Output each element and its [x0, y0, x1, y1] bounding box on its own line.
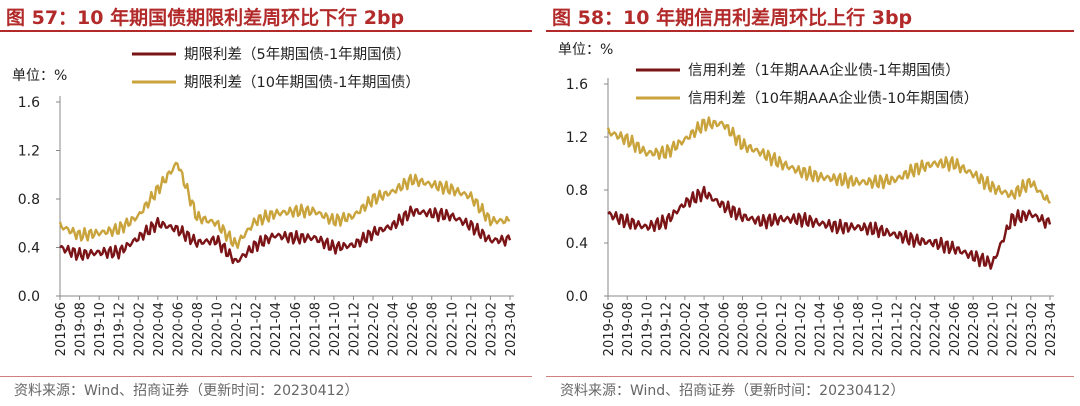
chart-title: 图 58：10 年期信用利差周环比上行 3bp	[552, 7, 913, 29]
y-tick-label: 0.8	[566, 183, 588, 199]
x-tick-label: 2021-12	[347, 302, 362, 356]
x-tick-label: 2019-12	[660, 302, 675, 356]
title-divider	[0, 30, 532, 32]
x-tick-label: 2020-10	[211, 302, 226, 356]
x-tick-label: 2022-10	[986, 302, 1001, 356]
x-tick-label: 2023-02	[484, 302, 499, 356]
panel-credit-spread: 图 58：10 年期信用利差周环比上行 3bp 单位：% 0.0 0.4 0.8 1.2…	[546, 0, 1080, 406]
x-tick-label: 2021-06	[833, 302, 848, 356]
y-tick-label: 0.4	[18, 241, 40, 257]
source-note: 资料来源：Wind、招商证券（更新时间：20230412）	[14, 383, 359, 399]
x-tick-label: 2021-04	[813, 302, 828, 356]
series-line	[606, 116, 1052, 204]
chart-term-spread: 单位：% 0.0 0.4 0.8 1.2 1.6 2019-06 2019-08 2019-10…	[12, 46, 519, 356]
x-tick-label: 2019-06	[54, 302, 69, 356]
source-note: 资料来源：Wind、招商证券（更新时间：20230412）	[560, 383, 905, 399]
x-tick-label: 2020-06	[171, 302, 186, 356]
x-tick-label: 2021-02	[250, 302, 265, 356]
x-tick-label: 2019-06	[602, 302, 617, 356]
y-tick-label: 1.6	[566, 77, 588, 93]
x-tick-label: 2022-04	[929, 302, 944, 356]
x-tick-label: 2022-06	[948, 302, 963, 356]
x-tick-label: 2020-10	[756, 302, 771, 356]
x-tick-label: 2022-10	[445, 302, 460, 356]
legend-label: 期限利差（5年期国债-1年期国债）	[184, 46, 411, 63]
x-tick-label: 2021-02	[794, 302, 809, 356]
x-tick-label: 2023-02	[1025, 302, 1040, 356]
chart-credit-spread: 单位：% 0.0 0.4 0.8 1.2 1.6 2019-06 2019-08 2019-10…	[558, 42, 1059, 356]
y-tick-label: 0.0	[18, 289, 40, 305]
chart-title: 图 57：10 年期国债期限利差周环比下行 2bp	[6, 7, 405, 29]
series-line	[59, 205, 512, 265]
x-tick-label: 2023-04	[1044, 302, 1059, 356]
x-tick-label: 2022-08	[967, 302, 982, 356]
x-tick-label: 2020-12	[775, 302, 790, 356]
x-tick-label: 2020-02	[679, 302, 694, 356]
x-tick-label: 2021-06	[289, 302, 304, 356]
x-tick-label: 2021-08	[308, 302, 323, 356]
series-line	[58, 161, 511, 250]
x-tick-label: 2019-12	[113, 302, 128, 356]
title-divider	[546, 30, 1074, 32]
y-tick-label: 1.2	[566, 130, 588, 146]
x-tick-label: 2019-10	[640, 302, 655, 356]
unit-label: 单位：%	[558, 42, 613, 58]
legend-label: 信用利差（10年期AAA企业债-10年期国债）	[688, 89, 978, 107]
x-tick-label: 2022-02	[909, 302, 924, 356]
legend-label: 期限利差（10年期国债-1年期国债）	[184, 74, 420, 91]
source-divider	[546, 376, 1074, 377]
x-tick-label: 2022-12	[465, 302, 480, 356]
x-tick-label: 2020-04	[698, 302, 713, 356]
x-tick-label: 2022-08	[426, 302, 441, 356]
panel-term-spread: 图 57：10 年期国债期限利差周环比下行 2bp 单位：% 0.0 0.4 0.8 1…	[0, 0, 538, 406]
x-tick-label: 2021-12	[890, 302, 905, 356]
x-tick-label: 2020-02	[132, 302, 147, 356]
legend-label: 信用利差（1年期AAA企业债-1年期国债）	[688, 61, 960, 79]
y-tick-label: 0.0	[566, 289, 588, 305]
y-tick-label: 0.8	[18, 192, 40, 208]
series-line	[607, 185, 1052, 270]
x-tick-label: 2021-10	[328, 302, 343, 356]
x-tick-label: 2020-04	[152, 302, 167, 356]
x-tick-label: 2021-04	[269, 302, 284, 356]
x-tick-label: 2020-08	[191, 302, 206, 356]
x-tick-label: 2019-10	[93, 302, 108, 356]
y-tick-label: 0.4	[566, 236, 588, 252]
y-tick-label: 1.2	[18, 144, 40, 160]
x-tick-label: 2022-06	[406, 302, 421, 356]
x-tick-label: 2022-04	[387, 302, 402, 356]
x-tick-label: 2020-08	[737, 302, 752, 356]
x-tick-label: 2021-10	[871, 302, 886, 356]
x-tick-label: 2019-08	[621, 302, 636, 356]
x-tick-label: 2022-12	[1006, 302, 1021, 356]
source-divider	[0, 376, 532, 377]
unit-label: 单位：%	[12, 68, 67, 84]
x-tick-label: 2021-08	[852, 302, 867, 356]
x-tick-label: 2020-12	[230, 302, 245, 356]
x-tick-label: 2023-04	[504, 302, 519, 356]
x-tick-label: 2022-02	[367, 302, 382, 356]
x-tick-label: 2020-06	[717, 302, 732, 356]
x-tick-label: 2019-08	[74, 302, 89, 356]
y-tick-label: 1.6	[18, 95, 40, 111]
